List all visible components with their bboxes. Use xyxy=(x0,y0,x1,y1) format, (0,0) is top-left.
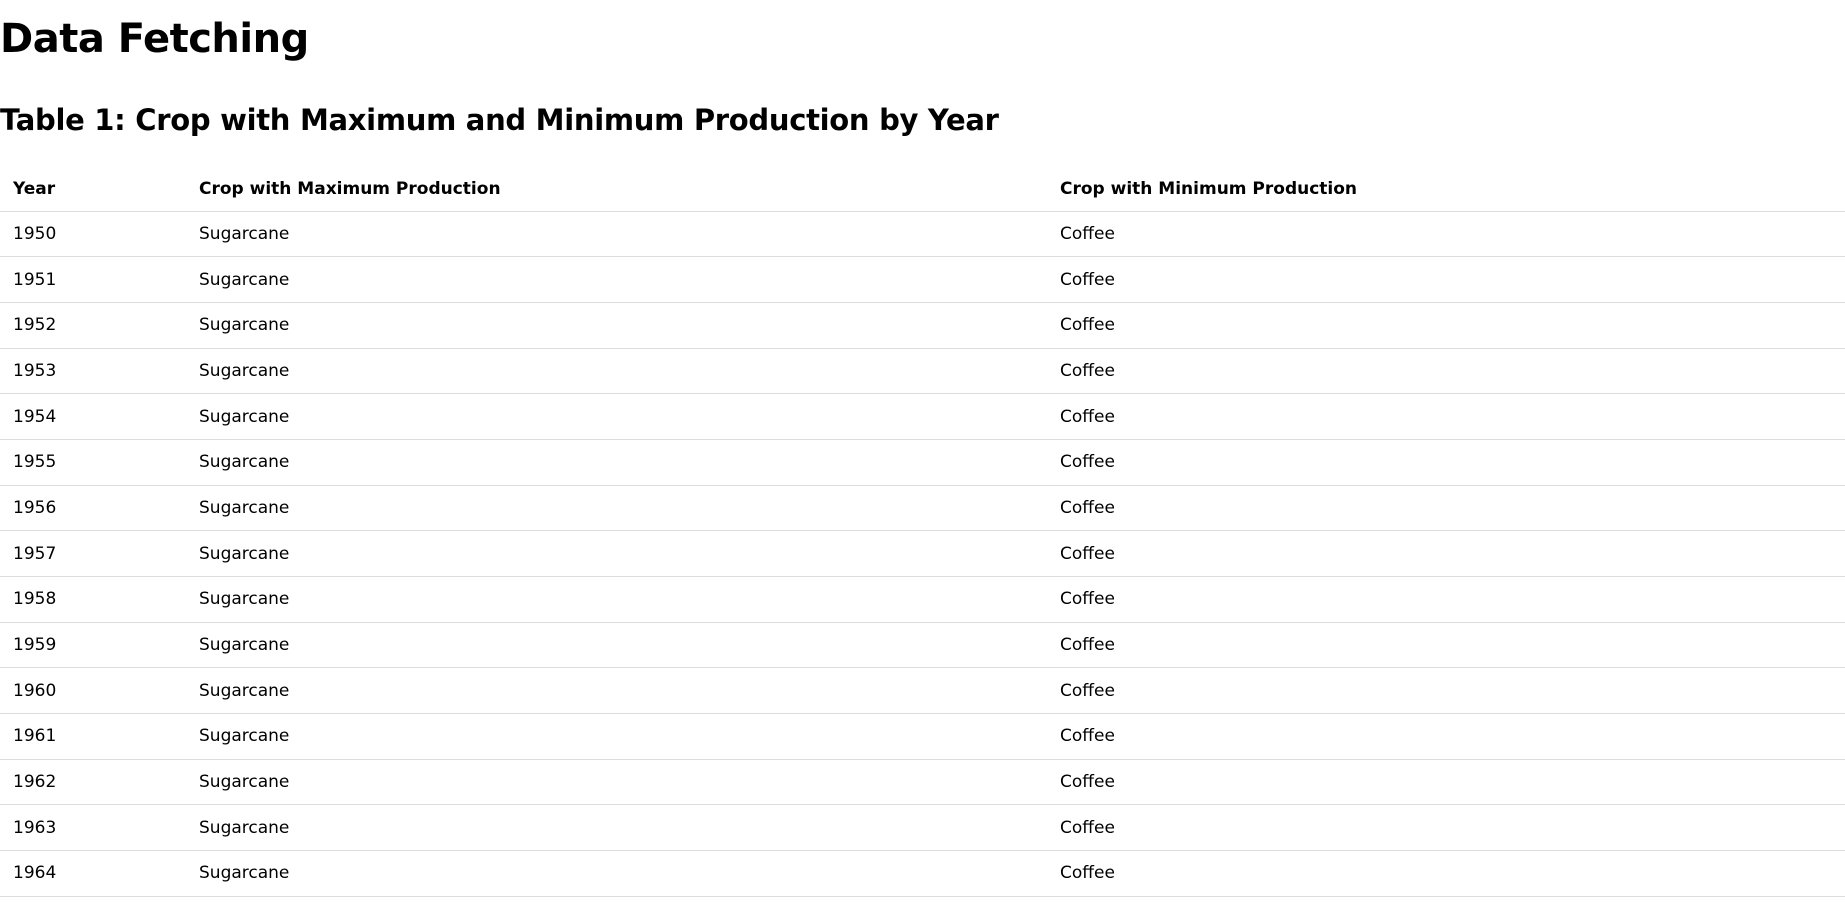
cell-min-crop: Coffee xyxy=(1047,302,1845,349)
cell-max-crop: Sugarcane xyxy=(186,530,1047,577)
cell-max-crop: Sugarcane xyxy=(186,622,1047,669)
cell-min-crop: Coffee xyxy=(1047,667,1845,715)
cell-min-crop: Coffee xyxy=(1047,622,1845,669)
page-title: Data Fetching xyxy=(0,16,309,62)
cell-min-crop: Coffee xyxy=(1047,211,1845,258)
table-row: 1950 Sugarcane Coffee xyxy=(0,211,1845,258)
table-header-row: Year Crop with Maximum Production Crop w… xyxy=(0,167,1845,212)
header-max-crop: Crop with Maximum Production xyxy=(186,167,1047,212)
table-row: 1954 Sugarcane Coffee xyxy=(0,393,1845,440)
crop-production-table: Year Crop with Maximum Production Crop w… xyxy=(0,167,1845,897)
cell-min-crop: Coffee xyxy=(1047,576,1845,623)
cell-max-crop: Sugarcane xyxy=(186,713,1047,760)
table-row: 1962 Sugarcane Coffee xyxy=(0,759,1845,806)
cell-min-crop: Coffee xyxy=(1047,804,1845,852)
cell-year: 1950 xyxy=(0,211,186,258)
cell-max-crop: Sugarcane xyxy=(186,393,1047,440)
table-row: 1951 Sugarcane Coffee xyxy=(0,256,1845,303)
cell-year: 1961 xyxy=(0,713,186,760)
table-row: 1952 Sugarcane Coffee xyxy=(0,302,1845,349)
cell-max-crop: Sugarcane xyxy=(186,256,1047,303)
cell-year: 1963 xyxy=(0,804,186,852)
cell-year: 1951 xyxy=(0,256,186,303)
cell-year: 1957 xyxy=(0,530,186,577)
cell-min-crop: Coffee xyxy=(1047,530,1845,577)
cell-min-crop: Coffee xyxy=(1047,256,1845,303)
table-title: Table 1: Crop with Maximum and Minimum P… xyxy=(0,103,999,137)
table-row: 1956 Sugarcane Coffee xyxy=(0,485,1845,532)
table-row: 1960 Sugarcane Coffee xyxy=(0,667,1845,715)
table-row: 1961 Sugarcane Coffee xyxy=(0,713,1845,760)
cell-max-crop: Sugarcane xyxy=(186,302,1047,349)
cell-min-crop: Coffee xyxy=(1047,759,1845,806)
header-min-crop: Crop with Minimum Production xyxy=(1047,167,1845,212)
cell-max-crop: Sugarcane xyxy=(186,211,1047,258)
table-row: 1955 Sugarcane Coffee xyxy=(0,439,1845,486)
cell-year: 1964 xyxy=(0,850,186,897)
table-row: 1964 Sugarcane Coffee xyxy=(0,850,1845,897)
cell-max-crop: Sugarcane xyxy=(186,759,1047,806)
cell-year: 1953 xyxy=(0,348,186,395)
cell-min-crop: Coffee xyxy=(1047,485,1845,532)
table-row: 1957 Sugarcane Coffee xyxy=(0,530,1845,577)
cell-year: 1959 xyxy=(0,622,186,669)
cell-max-crop: Sugarcane xyxy=(186,485,1047,532)
cell-min-crop: Coffee xyxy=(1047,713,1845,760)
cell-year: 1955 xyxy=(0,439,186,486)
cell-year: 1954 xyxy=(0,393,186,440)
cell-max-crop: Sugarcane xyxy=(186,348,1047,395)
cell-year: 1956 xyxy=(0,485,186,532)
cell-year: 1952 xyxy=(0,302,186,349)
cell-min-crop: Coffee xyxy=(1047,850,1845,897)
cell-year: 1958 xyxy=(0,576,186,623)
table-row: 1953 Sugarcane Coffee xyxy=(0,348,1845,395)
table-body: 1950 Sugarcane Coffee 1951 Sugarcane Coffee 19… xyxy=(0,211,1845,897)
cell-min-crop: Coffee xyxy=(1047,348,1845,395)
cell-min-crop: Coffee xyxy=(1047,439,1845,486)
table-row: 1963 Sugarcane Coffee xyxy=(0,804,1845,852)
header-year: Year xyxy=(0,167,186,212)
cell-max-crop: Sugarcane xyxy=(186,576,1047,623)
cell-max-crop: Sugarcane xyxy=(186,667,1047,715)
cell-year: 1960 xyxy=(0,667,186,715)
cell-max-crop: Sugarcane xyxy=(186,850,1047,897)
cell-year: 1962 xyxy=(0,759,186,806)
cell-max-crop: Sugarcane xyxy=(186,439,1047,486)
table-row: 1958 Sugarcane Coffee xyxy=(0,576,1845,623)
cell-max-crop: Sugarcane xyxy=(186,804,1047,852)
table-row: 1959 Sugarcane Coffee xyxy=(0,622,1845,669)
cell-min-crop: Coffee xyxy=(1047,393,1845,440)
